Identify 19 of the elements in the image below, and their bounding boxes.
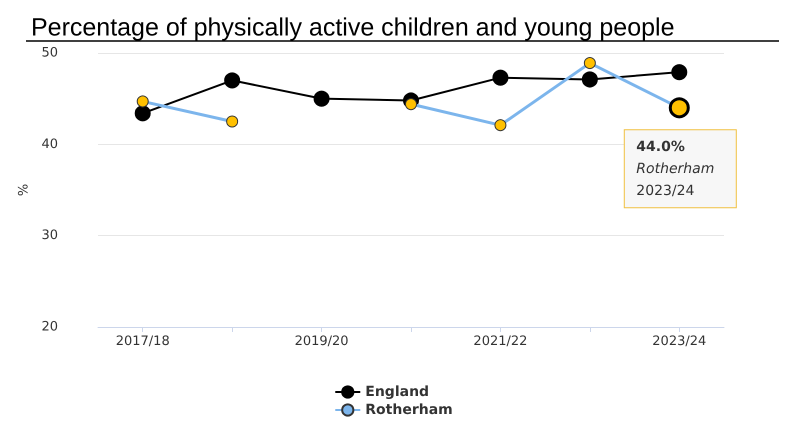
point (492, 70, 508, 86)
point (134, 105, 151, 122)
x-tick-label: 2023/24 (652, 334, 706, 349)
y-axis-title: % (16, 184, 32, 196)
annotation: 44.0% Rotherham 2023/24 (636, 138, 714, 199)
legend-label: England (365, 384, 430, 400)
point (224, 72, 240, 88)
chart-title: Percentage of physically active children and young people (31, 14, 674, 42)
x-tick-label: 2019/20 (294, 334, 349, 349)
y-tick-label: 20 (41, 320, 58, 334)
point (582, 71, 598, 88)
x-tick-label: 2017/18 (116, 334, 170, 349)
y-tick-label: 50 (41, 46, 58, 60)
y-tick-label: 40 (41, 136, 58, 152)
x-tick-label: 2021/22 (473, 334, 528, 349)
point (314, 90, 330, 107)
y-tick-label: 30 (41, 228, 58, 244)
legend-label: Rotherham (365, 402, 453, 418)
point (671, 64, 688, 80)
